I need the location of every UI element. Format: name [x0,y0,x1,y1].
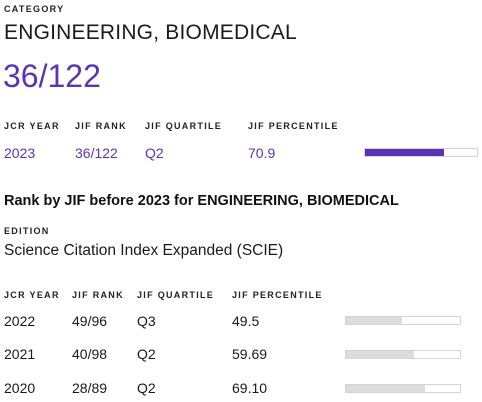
current-quartile: Q2 [145,145,164,161]
history-quartile: Q2 [137,380,156,396]
history-quartile: Q3 [137,313,156,329]
history-percentile: 49.5 [232,313,260,329]
current-rank: 36/122 [75,145,118,161]
history-percentile-bar [345,316,461,325]
history-percentile-bar-fill [346,351,415,358]
history-title: Rank by JIF before 2023 for ENGINEERING,… [4,193,399,209]
header-jif-quartile: JIF QUARTILE [145,121,223,131]
current-year: 2023 [4,145,36,161]
header-jcr-year: JCR YEAR [4,121,60,131]
history-year: 2020 [4,380,36,396]
category-name: ENGINEERING, BIOMEDICAL [4,21,297,44]
history-quartile: Q2 [137,346,156,362]
category-label: CATEGORY [4,4,65,14]
header-jif-percentile: JIF PERCENTILE [248,121,339,131]
history-year: 2022 [4,313,36,329]
history-year: 2021 [4,346,36,362]
history-percentile: 59.69 [232,346,268,362]
history-percentile-bar-fill [346,317,403,324]
current-percentile-bar-fill [365,149,445,156]
history-header-jif-rank: JIF RANK [72,290,124,300]
history-percentile-bar [345,384,461,393]
header-jif-rank: JIF RANK [75,121,127,131]
history-rank: 40/98 [72,346,108,362]
current-percentile: 70.9 [248,145,276,161]
history-header-jif-percentile: JIF PERCENTILE [232,290,323,300]
history-rank: 28/89 [72,380,108,396]
edition-value: Science Citation Index Expanded (SCIE) [4,242,284,259]
history-header-jif-quartile: JIF QUARTILE [137,290,215,300]
history-percentile: 69.10 [232,380,268,396]
history-percentile-bar-fill [346,385,425,392]
history-percentile-bar [345,350,461,359]
history-rank: 49/96 [72,313,108,329]
edition-label: EDITION [4,226,50,236]
category-rank: 36/122 [3,58,101,94]
current-percentile-bar [364,148,478,157]
history-header-jcr-year: JCR YEAR [4,290,60,300]
